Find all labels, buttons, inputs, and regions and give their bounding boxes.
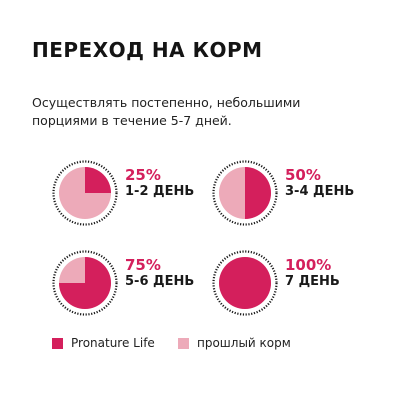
step-3-percent: 75% (125, 256, 161, 274)
legend-item-new-food: Pronature Life (52, 336, 155, 350)
step-2-percent: 50% (285, 166, 321, 184)
pie-slice-new-food (219, 257, 271, 309)
legend-swatch-new-food (52, 337, 63, 349)
step-1-percent: 25% (125, 166, 161, 184)
step-2-days: 3-4 ДЕНЬ (285, 184, 355, 199)
pie-dotted-ring (212, 160, 278, 226)
legend-label-old-food: прошлый корм (197, 336, 291, 350)
legend-swatch-old-food (178, 337, 189, 349)
legend-item-old-food: прошлый корм (178, 336, 291, 350)
pie-slice-new-food (59, 257, 111, 309)
pie-chart-100 (212, 250, 278, 316)
step-3-days: 5-6 ДЕНЬ (125, 274, 195, 289)
pie-dotted-ring (212, 250, 278, 316)
pie-slice-new-food (85, 167, 111, 193)
pie-slice-new-food (245, 167, 271, 219)
legend-label-new-food: Pronature Life (71, 336, 155, 350)
pie-chart-25 (52, 160, 118, 226)
step-2: 50% 3-4 ДЕНЬ (212, 160, 382, 230)
pie-dotted-ring (52, 160, 118, 226)
transition-description: Осуществлять постепенно, небольшими порц… (32, 95, 301, 128)
page-title: ПЕРЕХОД НА КОРМ (32, 38, 263, 62)
step-4-days: 7 ДЕНЬ (285, 274, 340, 289)
step-4: 100% 7 ДЕНЬ (212, 250, 382, 320)
step-1: 25% 1-2 ДЕНЬ (52, 160, 222, 230)
pie-chart-50 (212, 160, 278, 226)
pie-chart-75 (52, 250, 118, 316)
pie-dotted-ring (52, 250, 118, 316)
step-1-days: 1-2 ДЕНЬ (125, 184, 195, 199)
step-4-percent: 100% (285, 256, 332, 274)
step-3: 75% 5-6 ДЕНЬ (52, 250, 222, 320)
